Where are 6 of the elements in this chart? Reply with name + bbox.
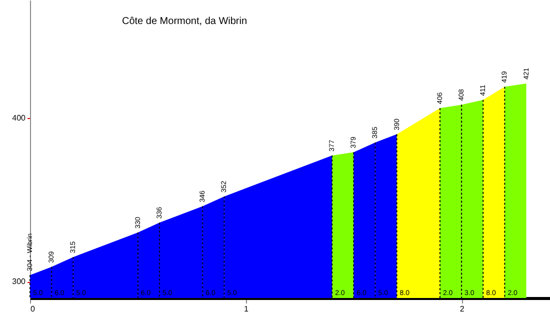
y-tick-label: 300 [12, 277, 26, 286]
x-tick-label: 0 [30, 304, 36, 314]
text: Côte de Mormont, da Wibrin [122, 16, 248, 27]
x-tick-label: 1 [244, 304, 250, 314]
y-tick-label: 400 [12, 113, 26, 122]
x-tick-label: 2 [460, 304, 465, 314]
